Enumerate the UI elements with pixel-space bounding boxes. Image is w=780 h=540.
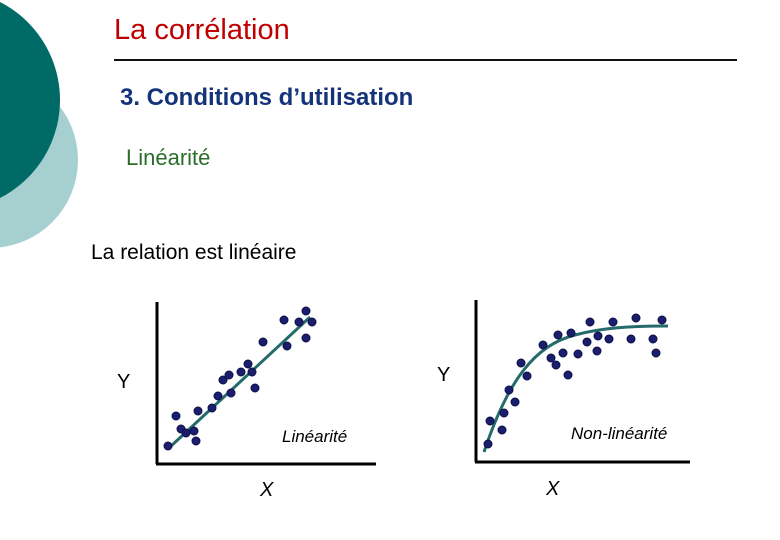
- data-point: [218, 375, 228, 385]
- data-point: [585, 317, 595, 327]
- data-point: [224, 370, 234, 380]
- data-point: [485, 416, 495, 426]
- data-point: [582, 337, 592, 347]
- data-point: [573, 349, 583, 359]
- data-point: [510, 397, 520, 407]
- nonlinear-y-label: Y: [437, 364, 450, 386]
- data-point: [301, 306, 311, 316]
- data-point: [546, 353, 556, 363]
- data-point: [236, 367, 246, 377]
- data-point: [213, 391, 223, 401]
- linear-fit-line: [168, 315, 312, 449]
- linear-points: [163, 306, 317, 451]
- data-point: [604, 334, 614, 344]
- data-point: [566, 328, 576, 338]
- data-point: [522, 371, 532, 381]
- data-point: [163, 441, 173, 451]
- data-point: [294, 317, 304, 327]
- data-point: [226, 388, 236, 398]
- data-point: [301, 333, 311, 343]
- data-point: [258, 337, 268, 347]
- data-point: [593, 331, 603, 341]
- data-point: [592, 346, 602, 356]
- data-point: [497, 425, 507, 435]
- data-point: [307, 317, 317, 327]
- data-point: [279, 315, 289, 325]
- data-point: [504, 385, 514, 395]
- linear-caption: Linéarité: [282, 427, 347, 446]
- data-point: [657, 315, 667, 325]
- subsection-heading: Linéarité: [126, 145, 211, 170]
- data-point: [626, 334, 636, 344]
- data-point: [171, 411, 181, 421]
- data-point: [247, 367, 257, 377]
- data-point: [250, 383, 260, 393]
- section-heading: 3. Conditions d’utilisation: [120, 84, 414, 111]
- linear-x-label: X: [259, 479, 274, 501]
- data-point: [558, 348, 568, 358]
- data-point: [553, 330, 563, 340]
- nonlinear-plot: Y X Non-linéarité: [437, 300, 690, 500]
- data-point: [563, 370, 573, 380]
- data-point: [631, 313, 641, 323]
- data-point: [648, 334, 658, 344]
- linear-y-label: Y: [117, 371, 130, 393]
- dark-circle: [0, 2, 60, 198]
- title-divider: [114, 59, 737, 61]
- data-point: [193, 406, 203, 416]
- nonlinear-x-label: X: [545, 478, 560, 500]
- data-point: [516, 358, 526, 368]
- data-point: [181, 428, 191, 438]
- data-point: [499, 408, 509, 418]
- data-point: [608, 317, 618, 327]
- data-point: [282, 341, 292, 351]
- nonlinear-points: [483, 313, 667, 449]
- data-point: [551, 360, 561, 370]
- data-point: [243, 359, 253, 369]
- data-point: [483, 439, 493, 449]
- decorative-circles: [0, 2, 78, 248]
- slide-title: La corrélation: [114, 14, 290, 46]
- data-point: [189, 426, 199, 436]
- data-point: [191, 436, 201, 446]
- linear-plot: Y X Linéarité: [117, 302, 376, 501]
- data-point: [538, 340, 548, 350]
- data-point: [651, 348, 661, 358]
- nonlinear-caption: Non-linéarité: [571, 424, 667, 443]
- data-point: [207, 403, 217, 413]
- body-text: La relation est linéaire: [91, 241, 297, 264]
